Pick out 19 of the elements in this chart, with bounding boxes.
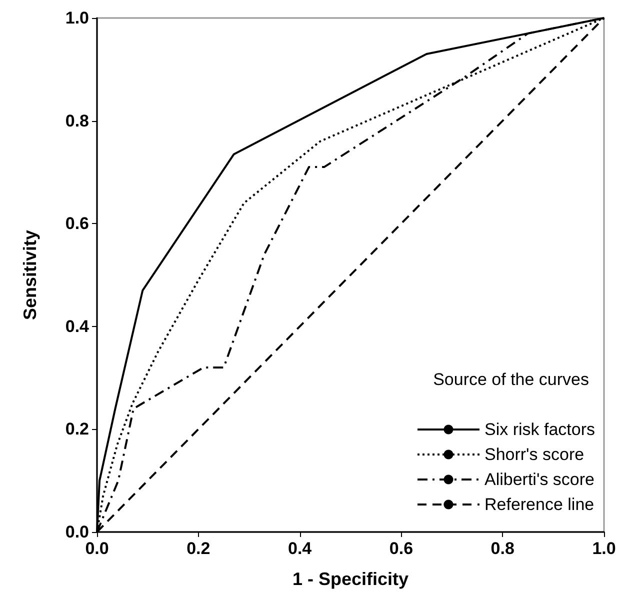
y-axis-title: Sensitivity — [20, 230, 40, 320]
y-tick-label: 0.4 — [65, 316, 90, 336]
x-tick-label: 0.0 — [85, 539, 109, 558]
x-tick-label: 0.8 — [490, 539, 514, 558]
y-tick-label: 0.6 — [65, 214, 89, 234]
x-tick-label: 0.2 — [186, 539, 210, 558]
x-tick-label: 0.6 — [389, 539, 414, 558]
legend-label: Shorr's score — [484, 445, 584, 464]
y-tick-label: 0.8 — [65, 111, 89, 130]
y-tick-label: 1.0 — [65, 8, 89, 28]
x-axis-title: 1 - Specificity — [292, 569, 409, 589]
legend-label: Reference line — [484, 495, 594, 514]
legend-label: Aliberti's score — [484, 470, 594, 489]
x-tick-label: 1.0 — [592, 539, 616, 558]
x-tick-label: 0.4 — [288, 539, 312, 558]
legend-title: Source of the curves — [433, 370, 590, 389]
y-tick-label: 0.2 — [65, 420, 89, 439]
legend-label: Six risk factors — [484, 420, 596, 439]
y-tick-label: 0.0 — [65, 522, 89, 542]
